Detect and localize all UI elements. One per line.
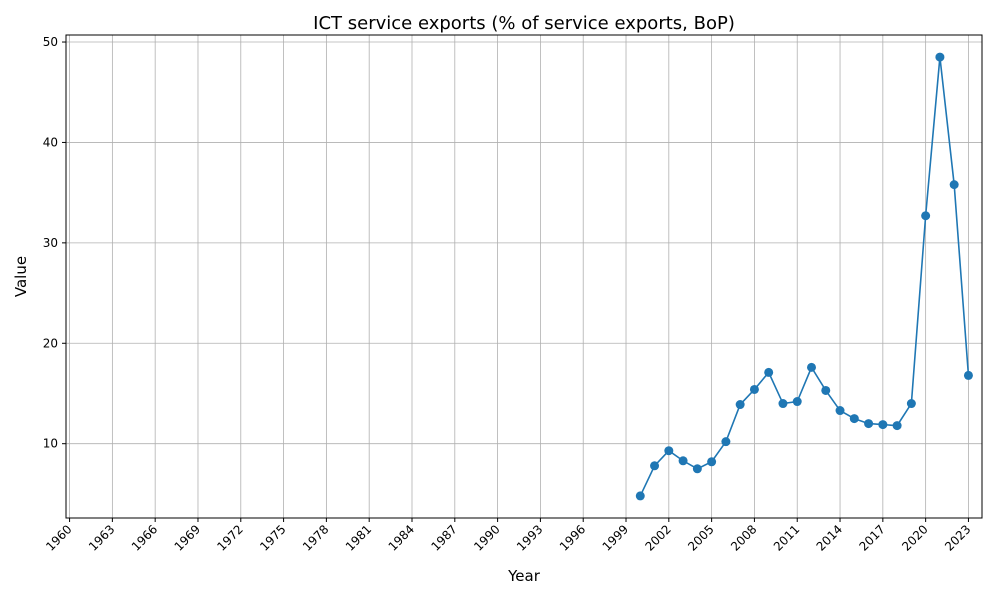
- x-tick-label: 1981: [343, 522, 374, 553]
- y-tick-label: 50: [43, 35, 58, 49]
- x-tick-label: 1990: [471, 522, 502, 553]
- data-point: [806, 362, 816, 372]
- data-point: [749, 384, 759, 394]
- data-point: [792, 397, 802, 407]
- x-tick-label: 1966: [129, 522, 160, 553]
- y-tick-label: 10: [43, 437, 58, 451]
- series-layer: [635, 52, 973, 501]
- data-point: [635, 491, 645, 501]
- x-tick-label: 1984: [386, 522, 417, 553]
- x-tick-label: 1993: [514, 522, 545, 553]
- x-tick-label: 2020: [899, 522, 930, 553]
- x-tick-label: 2023: [942, 522, 973, 553]
- data-point: [692, 464, 702, 474]
- data-point: [849, 414, 859, 424]
- x-axis-title: Year: [507, 567, 541, 585]
- x-axis-ticks: 1960 1963 1966 1969 1972 1975 1978 1981 1984 1987…: [43, 518, 974, 554]
- series-line: [639, 57, 970, 497]
- x-tick-label: 1978: [300, 522, 331, 553]
- chart-title: ICT service exports (% of service export…: [313, 13, 735, 34]
- data-point: [778, 399, 788, 409]
- data-point: [707, 457, 717, 467]
- x-tick-label: 1987: [428, 522, 459, 553]
- data-point: [835, 406, 845, 416]
- data-point: [664, 446, 674, 456]
- x-tick-label: 2005: [685, 522, 716, 553]
- data-point: [821, 385, 831, 395]
- y-tick-label: 30: [43, 236, 58, 250]
- data-point: [721, 437, 731, 447]
- grid: [66, 35, 982, 518]
- x-tick-label: 2014: [814, 522, 845, 553]
- data-point: [892, 421, 902, 431]
- data-point: [678, 456, 688, 466]
- x-tick-label: 2017: [856, 522, 887, 553]
- data-point: [878, 420, 888, 430]
- x-tick-label: 1996: [557, 522, 588, 553]
- y-tick-label: 20: [43, 336, 58, 350]
- data-point: [735, 400, 745, 410]
- data-point: [650, 461, 660, 471]
- data-point: [935, 52, 945, 62]
- data-point: [864, 419, 874, 429]
- data-point: [906, 399, 916, 409]
- y-axis-title: Value: [12, 256, 30, 297]
- x-tick-label: 2011: [771, 522, 802, 553]
- x-tick-label: 1999: [600, 522, 631, 553]
- x-tick-label: 1969: [172, 522, 203, 553]
- x-tick-label: 1972: [214, 522, 245, 553]
- y-tick-label: 40: [43, 135, 58, 149]
- data-point: [921, 211, 931, 221]
- data-point: [949, 180, 959, 190]
- data-point: [764, 367, 774, 377]
- x-tick-label: 1963: [86, 522, 117, 553]
- x-tick-label: 1960: [43, 522, 74, 553]
- x-tick-label: 1975: [257, 522, 288, 553]
- y-axis-ticks: 10 20 30 40 50: [43, 35, 66, 451]
- data-point: [963, 370, 973, 380]
- x-tick-label: 2008: [728, 522, 759, 553]
- x-tick-label: 2002: [642, 522, 673, 553]
- plot-area-frame: [65, 34, 983, 519]
